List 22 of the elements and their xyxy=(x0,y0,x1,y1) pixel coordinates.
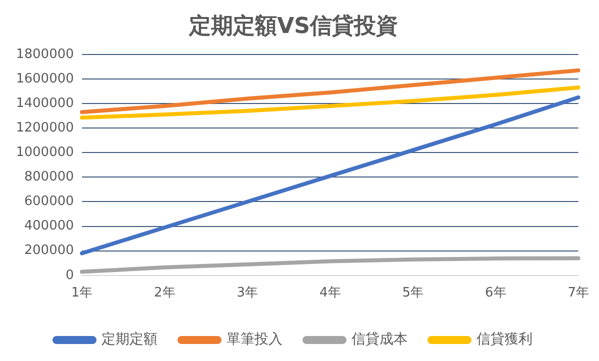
legend-label: 定期定額 xyxy=(102,332,158,348)
chart-title: 定期定額VS信貸投資 xyxy=(188,12,398,39)
y-tick-label: 600000 xyxy=(24,194,74,210)
x-tick-label: 7年 xyxy=(568,286,590,301)
legend-label: 信貸獲利 xyxy=(476,332,532,348)
y-tick-label: 1600000 xyxy=(16,71,74,86)
x-tick-label: 4年 xyxy=(319,286,341,301)
x-tick-label: 5年 xyxy=(402,286,424,301)
x-tick-label: 3年 xyxy=(236,286,258,301)
legend-label: 信貸成本 xyxy=(352,332,408,348)
legend-label: 單筆投入 xyxy=(226,332,282,348)
x-tick-label: 6年 xyxy=(484,286,506,301)
x-tick-label: 2年 xyxy=(154,286,176,301)
y-tick-label: 0 xyxy=(66,268,74,283)
y-tick-label: 200000 xyxy=(24,243,74,258)
y-tick-label: 400000 xyxy=(24,218,74,234)
y-tick-label: 1800000 xyxy=(16,46,74,62)
y-tick-label: 1000000 xyxy=(16,144,74,160)
y-tick-label: 800000 xyxy=(24,170,74,185)
y-tick-label: 1200000 xyxy=(16,120,74,136)
x-tick-label: 1年 xyxy=(71,286,93,301)
y-tick-label: 1400000 xyxy=(16,96,74,111)
